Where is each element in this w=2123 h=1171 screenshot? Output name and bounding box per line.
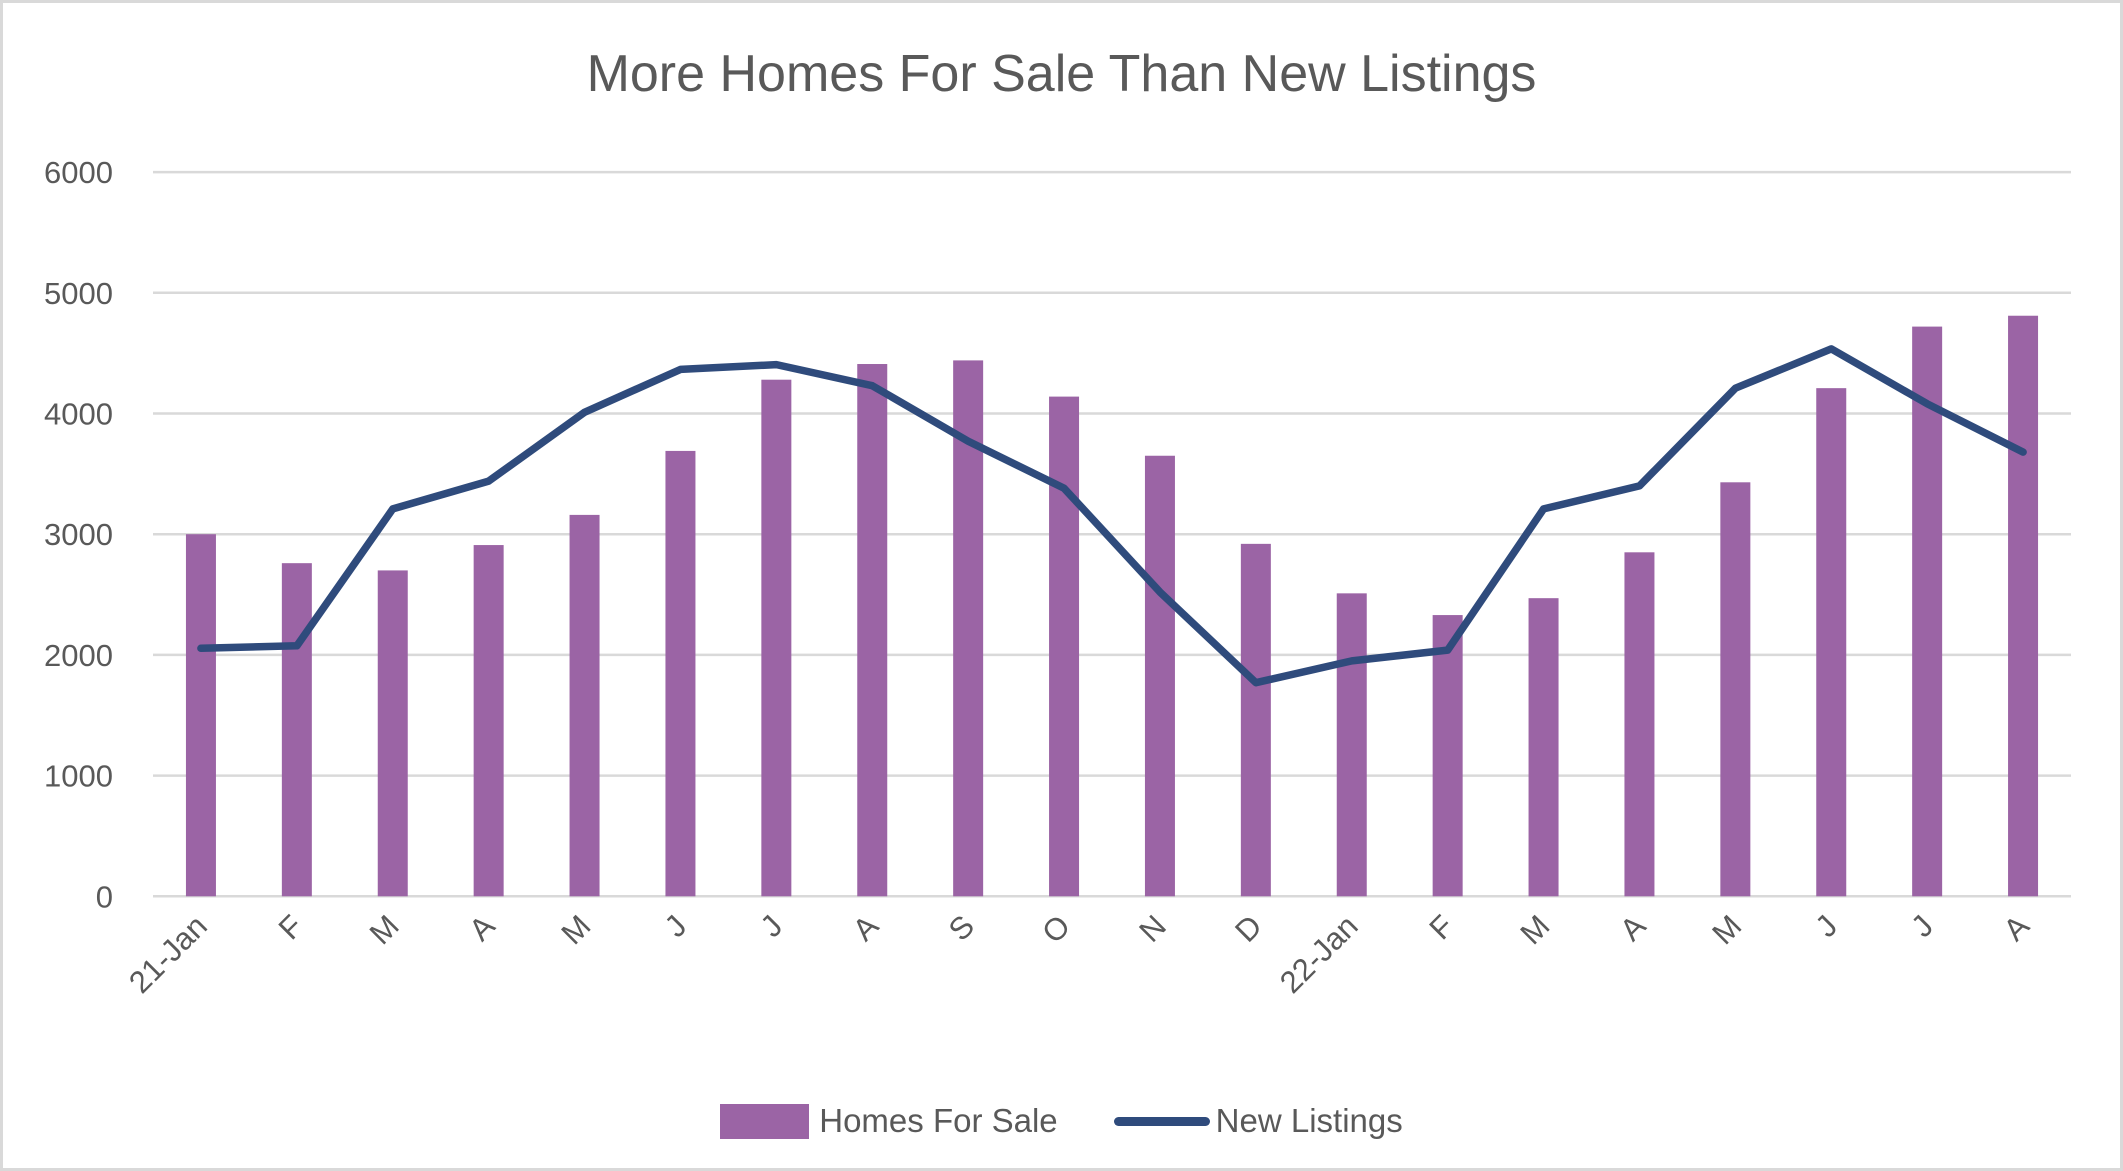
y-tick-label: 0 bbox=[96, 879, 113, 914]
legend-item-homes-for-sale: Homes For Sale bbox=[720, 1102, 1058, 1140]
x-tick-label: N bbox=[1132, 908, 1173, 949]
y-tick-label: 5000 bbox=[44, 276, 113, 311]
x-tick-label: 22-Jan bbox=[1273, 908, 1365, 1000]
bar bbox=[185, 534, 216, 897]
legend-label: New Listings bbox=[1215, 1102, 1403, 1139]
y-tick-label: 6000 bbox=[44, 155, 113, 190]
gridlines bbox=[153, 170, 2071, 898]
x-tick-label: J bbox=[754, 908, 790, 944]
bar bbox=[1624, 552, 1655, 897]
legend-item-new-listings: New Listings bbox=[1113, 1102, 1403, 1140]
bar bbox=[2008, 315, 2039, 897]
x-tick-label: J bbox=[658, 908, 694, 944]
x-tick-label: A bbox=[1613, 908, 1653, 948]
bar bbox=[761, 379, 792, 897]
x-tick-label: A bbox=[462, 908, 502, 948]
bar-series-homes-for-sale bbox=[185, 315, 2039, 897]
x-tick-label: F bbox=[1422, 908, 1460, 946]
bar bbox=[1240, 543, 1271, 897]
bar-swatch-icon bbox=[720, 1103, 810, 1139]
legend-label: Homes For Sale bbox=[819, 1102, 1058, 1139]
bar bbox=[281, 563, 312, 897]
bar bbox=[1528, 598, 1559, 897]
y-tick-label: 4000 bbox=[44, 397, 113, 432]
x-tick-label: A bbox=[1997, 908, 2037, 948]
bar bbox=[1144, 455, 1175, 897]
y-tick-label: 3000 bbox=[44, 517, 113, 552]
x-tick-label: 21-Jan bbox=[122, 908, 214, 1000]
line-path bbox=[197, 345, 2027, 687]
bar bbox=[377, 570, 408, 897]
x-tick-label: O bbox=[1035, 908, 1077, 950]
y-tick-label: 1000 bbox=[44, 759, 113, 794]
bar bbox=[1432, 615, 1463, 897]
bar bbox=[1816, 388, 1847, 897]
x-tick-label: F bbox=[272, 908, 310, 946]
x-tick-label: D bbox=[1228, 908, 1269, 949]
x-tick-label: M bbox=[554, 908, 597, 951]
x-tick-label: M bbox=[1513, 908, 1556, 951]
bar bbox=[569, 514, 600, 897]
line-swatch-icon bbox=[1113, 1116, 1210, 1126]
x-tick-label: S bbox=[942, 908, 981, 947]
bar bbox=[857, 364, 888, 897]
line-series-new-listings bbox=[197, 345, 2027, 687]
bar bbox=[1049, 396, 1080, 897]
bar bbox=[1720, 482, 1751, 897]
bar bbox=[1336, 593, 1367, 897]
x-axis-tick-labels: 21-Jan F M A M J J A S O N D 22-Jan F M A M J J A bbox=[122, 908, 2036, 1000]
y-tick-label: 2000 bbox=[44, 638, 113, 673]
bar bbox=[665, 450, 696, 897]
bar bbox=[473, 545, 504, 897]
legend: Homes For Sale New Listings bbox=[0, 1102, 2123, 1140]
x-tick-label: J bbox=[1904, 908, 1940, 944]
x-tick-label: J bbox=[1808, 908, 1844, 944]
x-tick-label: A bbox=[846, 908, 886, 948]
x-tick-label: M bbox=[363, 908, 406, 951]
bar bbox=[1912, 326, 1943, 897]
x-tick-label: M bbox=[1705, 908, 1748, 951]
y-axis-tick-labels: 0 1000 2000 3000 4000 5000 6000 bbox=[44, 155, 113, 914]
chart-title: More Homes For Sale Than New Listings bbox=[586, 45, 1537, 103]
